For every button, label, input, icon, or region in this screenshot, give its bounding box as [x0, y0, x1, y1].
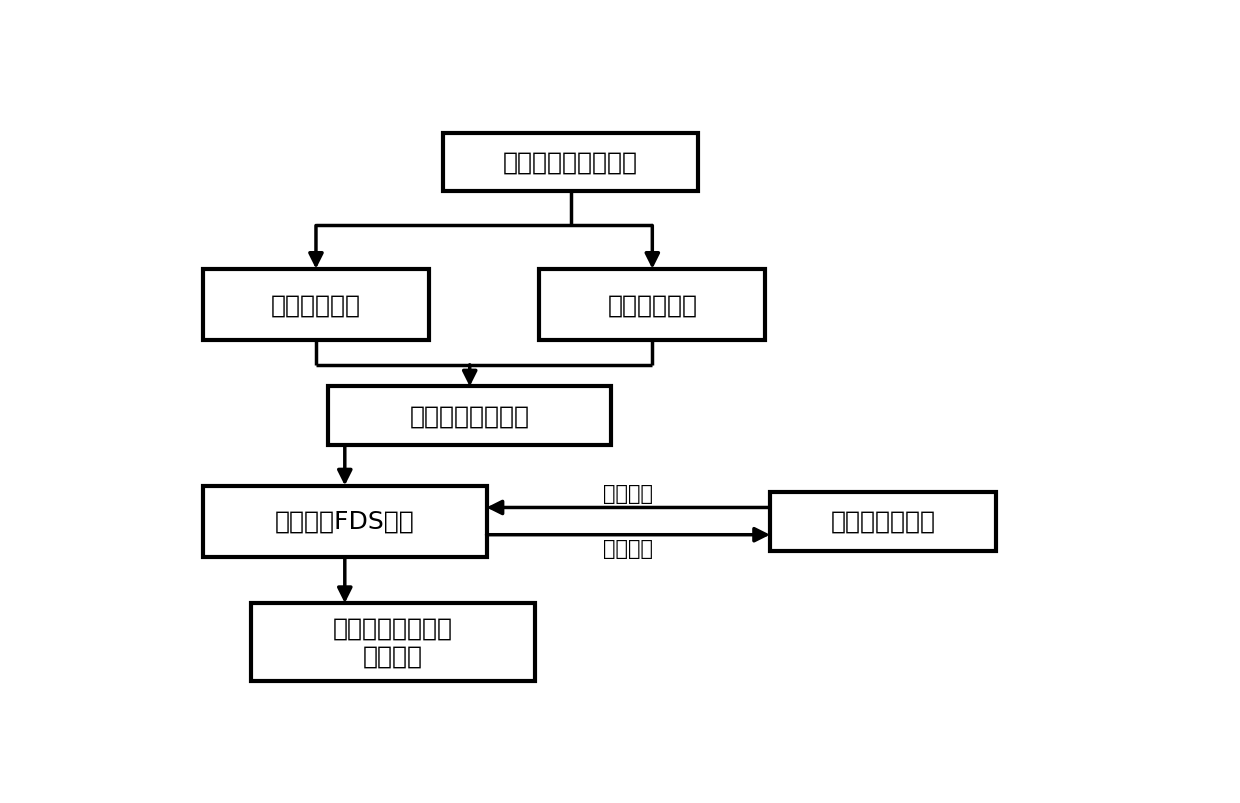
Text: 云服务器数据库: 云服务器数据库	[831, 509, 935, 533]
Bar	[444, 133, 698, 192]
Text: 修正完善: 修正完善	[604, 538, 653, 558]
Bar	[250, 603, 534, 681]
Bar	[203, 486, 486, 557]
Text: 电压信号测量: 电压信号测量	[272, 293, 361, 317]
Text: 系统主机信息处理: 系统主机信息处理	[409, 405, 529, 428]
Bar	[539, 270, 765, 340]
Text: 电流信号测量: 电流信号测量	[608, 293, 697, 317]
Bar	[327, 387, 611, 446]
Text: 待测设备FDS数据: 待测设备FDS数据	[275, 509, 414, 533]
Bar	[203, 270, 429, 340]
Text: 待测设备油纸绝缘
状态信息: 待测设备油纸绝缘 状态信息	[332, 616, 453, 668]
Bar	[770, 492, 996, 551]
Text: 对比分析: 对比分析	[604, 483, 653, 503]
Text: 电网扰动及高次谐波: 电网扰动及高次谐波	[503, 151, 639, 175]
